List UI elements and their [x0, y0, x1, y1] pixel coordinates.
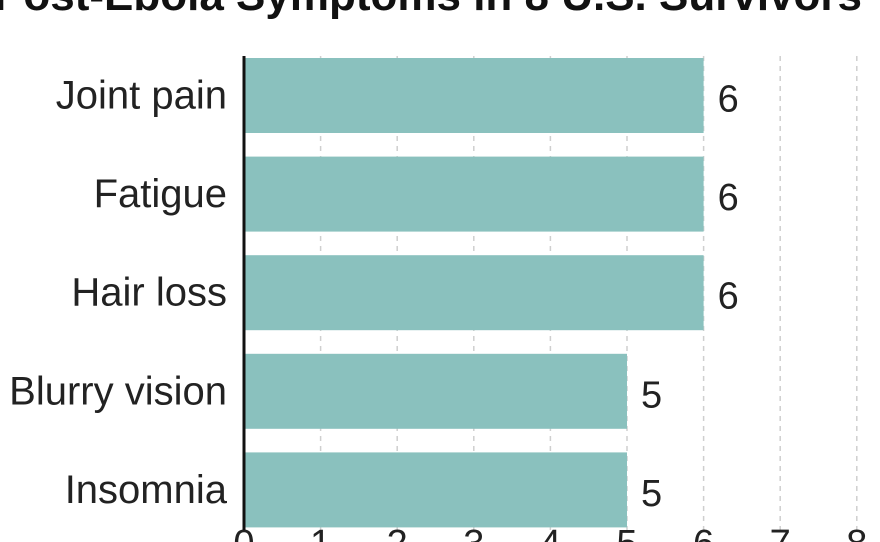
- x-tick-label-2: 2: [387, 523, 408, 542]
- value-label-joint-pain: 6: [718, 79, 739, 121]
- x-tick-label-7: 7: [770, 523, 791, 542]
- x-tick-label-6: 6: [693, 523, 714, 542]
- x-tick-label-3: 3: [463, 523, 484, 542]
- category-labels: Joint pain Fatigue Hair loss Blurry vision I…: [9, 74, 228, 512]
- chart-title: Post-Ebola Symptoms in 8 U.S. Survivors: [0, 0, 862, 20]
- x-tick-label-4: 4: [540, 523, 561, 542]
- category-label-hair-loss: Hair loss: [71, 271, 227, 315]
- value-label-insomnia: 5: [641, 473, 662, 515]
- bar-fatigue: [244, 156, 704, 232]
- bar-blurry-vision: [244, 353, 627, 429]
- x-tick-label-5: 5: [616, 523, 637, 542]
- category-label-joint-pain: Joint pain: [56, 74, 227, 118]
- value-label-fatigue: 6: [718, 177, 739, 219]
- bar-hair-loss: [244, 255, 704, 331]
- category-label-insomnia: Insomnia: [65, 468, 228, 512]
- x-tick-labels: 0 1 2 3 4 5 6 7 8: [233, 523, 867, 542]
- x-tick-label-1: 1: [310, 523, 331, 542]
- bars: [244, 58, 704, 528]
- value-label-blurry-vision: 5: [641, 374, 662, 416]
- bar-insomnia: [244, 452, 627, 528]
- category-label-fatigue: Fatigue: [94, 172, 227, 216]
- x-tick-label-0: 0: [233, 523, 254, 542]
- value-labels: 6 6 6 5 5: [641, 79, 739, 515]
- x-tick-label-8: 8: [846, 523, 867, 542]
- value-label-hair-loss: 6: [718, 276, 739, 318]
- category-label-blurry-vision: Blurry vision: [9, 369, 227, 413]
- bar-joint-pain: [244, 58, 704, 133]
